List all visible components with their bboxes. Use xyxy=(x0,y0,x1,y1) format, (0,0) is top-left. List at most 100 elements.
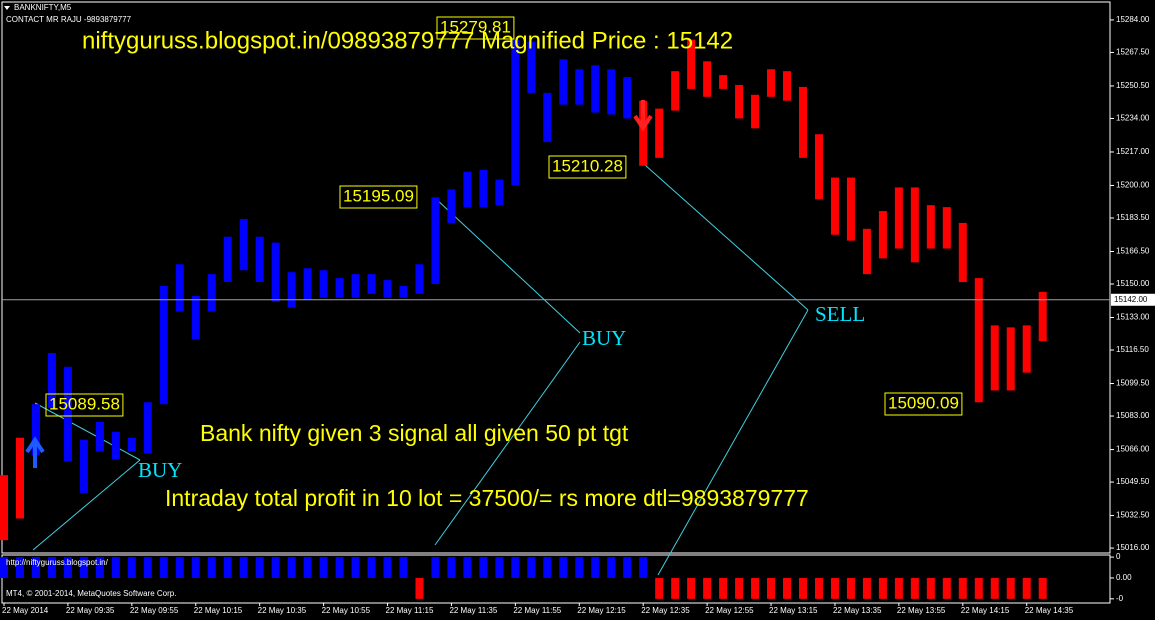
menu-arrow[interactable] xyxy=(4,6,10,10)
bar xyxy=(958,222,967,283)
indicator-bar xyxy=(287,557,296,578)
price-annotation: 15090.09 xyxy=(888,393,959,412)
y-tick-label: 15200.00 xyxy=(1116,181,1150,190)
indicator-bar xyxy=(223,557,232,578)
indicator-bar xyxy=(255,557,264,578)
bar xyxy=(671,71,680,111)
indicator-bar xyxy=(623,557,632,578)
indicator-bar xyxy=(191,557,200,578)
bar xyxy=(942,207,951,249)
indicator-bar xyxy=(479,557,488,578)
y-tick-label: 15099.50 xyxy=(1116,379,1150,388)
x-tick-label: 22 May 11:35 xyxy=(449,606,497,615)
indicator-bar xyxy=(671,577,680,599)
trend-line xyxy=(34,402,141,461)
trend-line xyxy=(32,459,141,551)
bar xyxy=(463,171,472,208)
y-tick-label: 15150.00 xyxy=(1116,279,1150,288)
bar xyxy=(415,264,424,294)
bar xyxy=(655,108,664,158)
bar xyxy=(111,431,120,460)
bar xyxy=(575,69,584,105)
copyright: MT4, © 2001-2014, MetaQuotes Software Co… xyxy=(6,589,176,598)
bar xyxy=(239,218,248,271)
price-line-label: 15142.00 xyxy=(1114,295,1148,304)
indicator-bar xyxy=(463,557,472,578)
sell-arrow xyxy=(633,100,653,132)
bar xyxy=(143,402,152,454)
indicator-bar xyxy=(591,557,600,578)
trend-line xyxy=(434,197,581,334)
buy-arrow xyxy=(25,436,45,468)
price-annotation: 15279.81 xyxy=(440,17,511,36)
indicator-bar xyxy=(335,557,344,578)
y-tick-label: 15032.50 xyxy=(1116,511,1150,520)
indicator-bar xyxy=(303,557,312,578)
indicator-bar xyxy=(0,557,8,578)
x-tick-label: 22 May 11:55 xyxy=(513,606,561,615)
indicator-bar xyxy=(1006,577,1015,599)
indicator-bar xyxy=(175,557,184,578)
indicator-bar xyxy=(1022,577,1031,599)
indicator-tick-label: 0 xyxy=(1116,552,1121,561)
x-tick-label: 22 May 2014 xyxy=(2,606,49,615)
bar xyxy=(846,177,855,241)
bar xyxy=(814,134,823,200)
bar xyxy=(543,92,552,143)
bar xyxy=(830,177,839,235)
bar xyxy=(639,100,648,166)
bar xyxy=(63,366,72,462)
y-tick-label: 15166.50 xyxy=(1116,247,1150,256)
bar xyxy=(878,211,887,259)
bar xyxy=(447,189,456,223)
y-tick-label: 15234.00 xyxy=(1116,114,1150,123)
indicator-bar xyxy=(47,557,56,578)
bar xyxy=(687,39,696,89)
bar xyxy=(287,272,296,308)
indicator-bar xyxy=(751,577,760,599)
bar xyxy=(591,65,600,113)
bar xyxy=(783,71,792,101)
x-tick-label: 22 May 10:15 xyxy=(194,606,243,615)
bar xyxy=(431,197,440,285)
indicator-bar xyxy=(31,557,40,578)
bar xyxy=(767,69,776,97)
indicator-bar xyxy=(926,577,935,599)
price-annotation: 15210.28 xyxy=(552,156,623,175)
price-annotation-box xyxy=(45,393,124,417)
signal-label: SELL xyxy=(815,302,865,326)
bar xyxy=(703,61,712,97)
y-tick-label: 15016.00 xyxy=(1116,543,1150,552)
indicator-bar xyxy=(207,557,216,578)
bar xyxy=(862,228,871,275)
x-tick-label: 22 May 13:15 xyxy=(769,606,818,615)
bar xyxy=(367,274,376,294)
indicator-bar xyxy=(367,557,376,578)
indicator-bar xyxy=(271,557,280,578)
bar xyxy=(47,352,56,409)
y-tick-label: 15049.50 xyxy=(1116,477,1150,486)
indicator-bar xyxy=(910,577,919,599)
bar xyxy=(799,86,807,158)
bar xyxy=(1022,325,1031,373)
indicator-bar xyxy=(239,557,248,578)
indicator-bar xyxy=(111,557,120,578)
bar xyxy=(159,285,168,405)
price-annotation-box xyxy=(339,185,418,209)
x-tick-label: 22 May 13:35 xyxy=(833,606,882,615)
x-tick-label: 22 May 09:35 xyxy=(66,606,115,615)
bar xyxy=(926,205,935,249)
annotation: Bank nifty given 3 signal all given 50 p… xyxy=(200,420,629,446)
bar xyxy=(719,75,728,89)
bar xyxy=(15,437,24,519)
indicator-label: http://niftyguruss.blogspot.in/ xyxy=(6,558,109,567)
indicator-bar xyxy=(383,557,392,578)
x-tick-label: 22 May 12:15 xyxy=(577,606,626,615)
indicator-bar xyxy=(159,557,168,578)
bar xyxy=(127,437,136,452)
price-annotation: 15089.58 xyxy=(49,394,120,413)
bar xyxy=(319,270,328,298)
indicator-tick-label: -0 xyxy=(1116,594,1124,603)
bar xyxy=(383,280,392,298)
bar xyxy=(271,242,280,302)
